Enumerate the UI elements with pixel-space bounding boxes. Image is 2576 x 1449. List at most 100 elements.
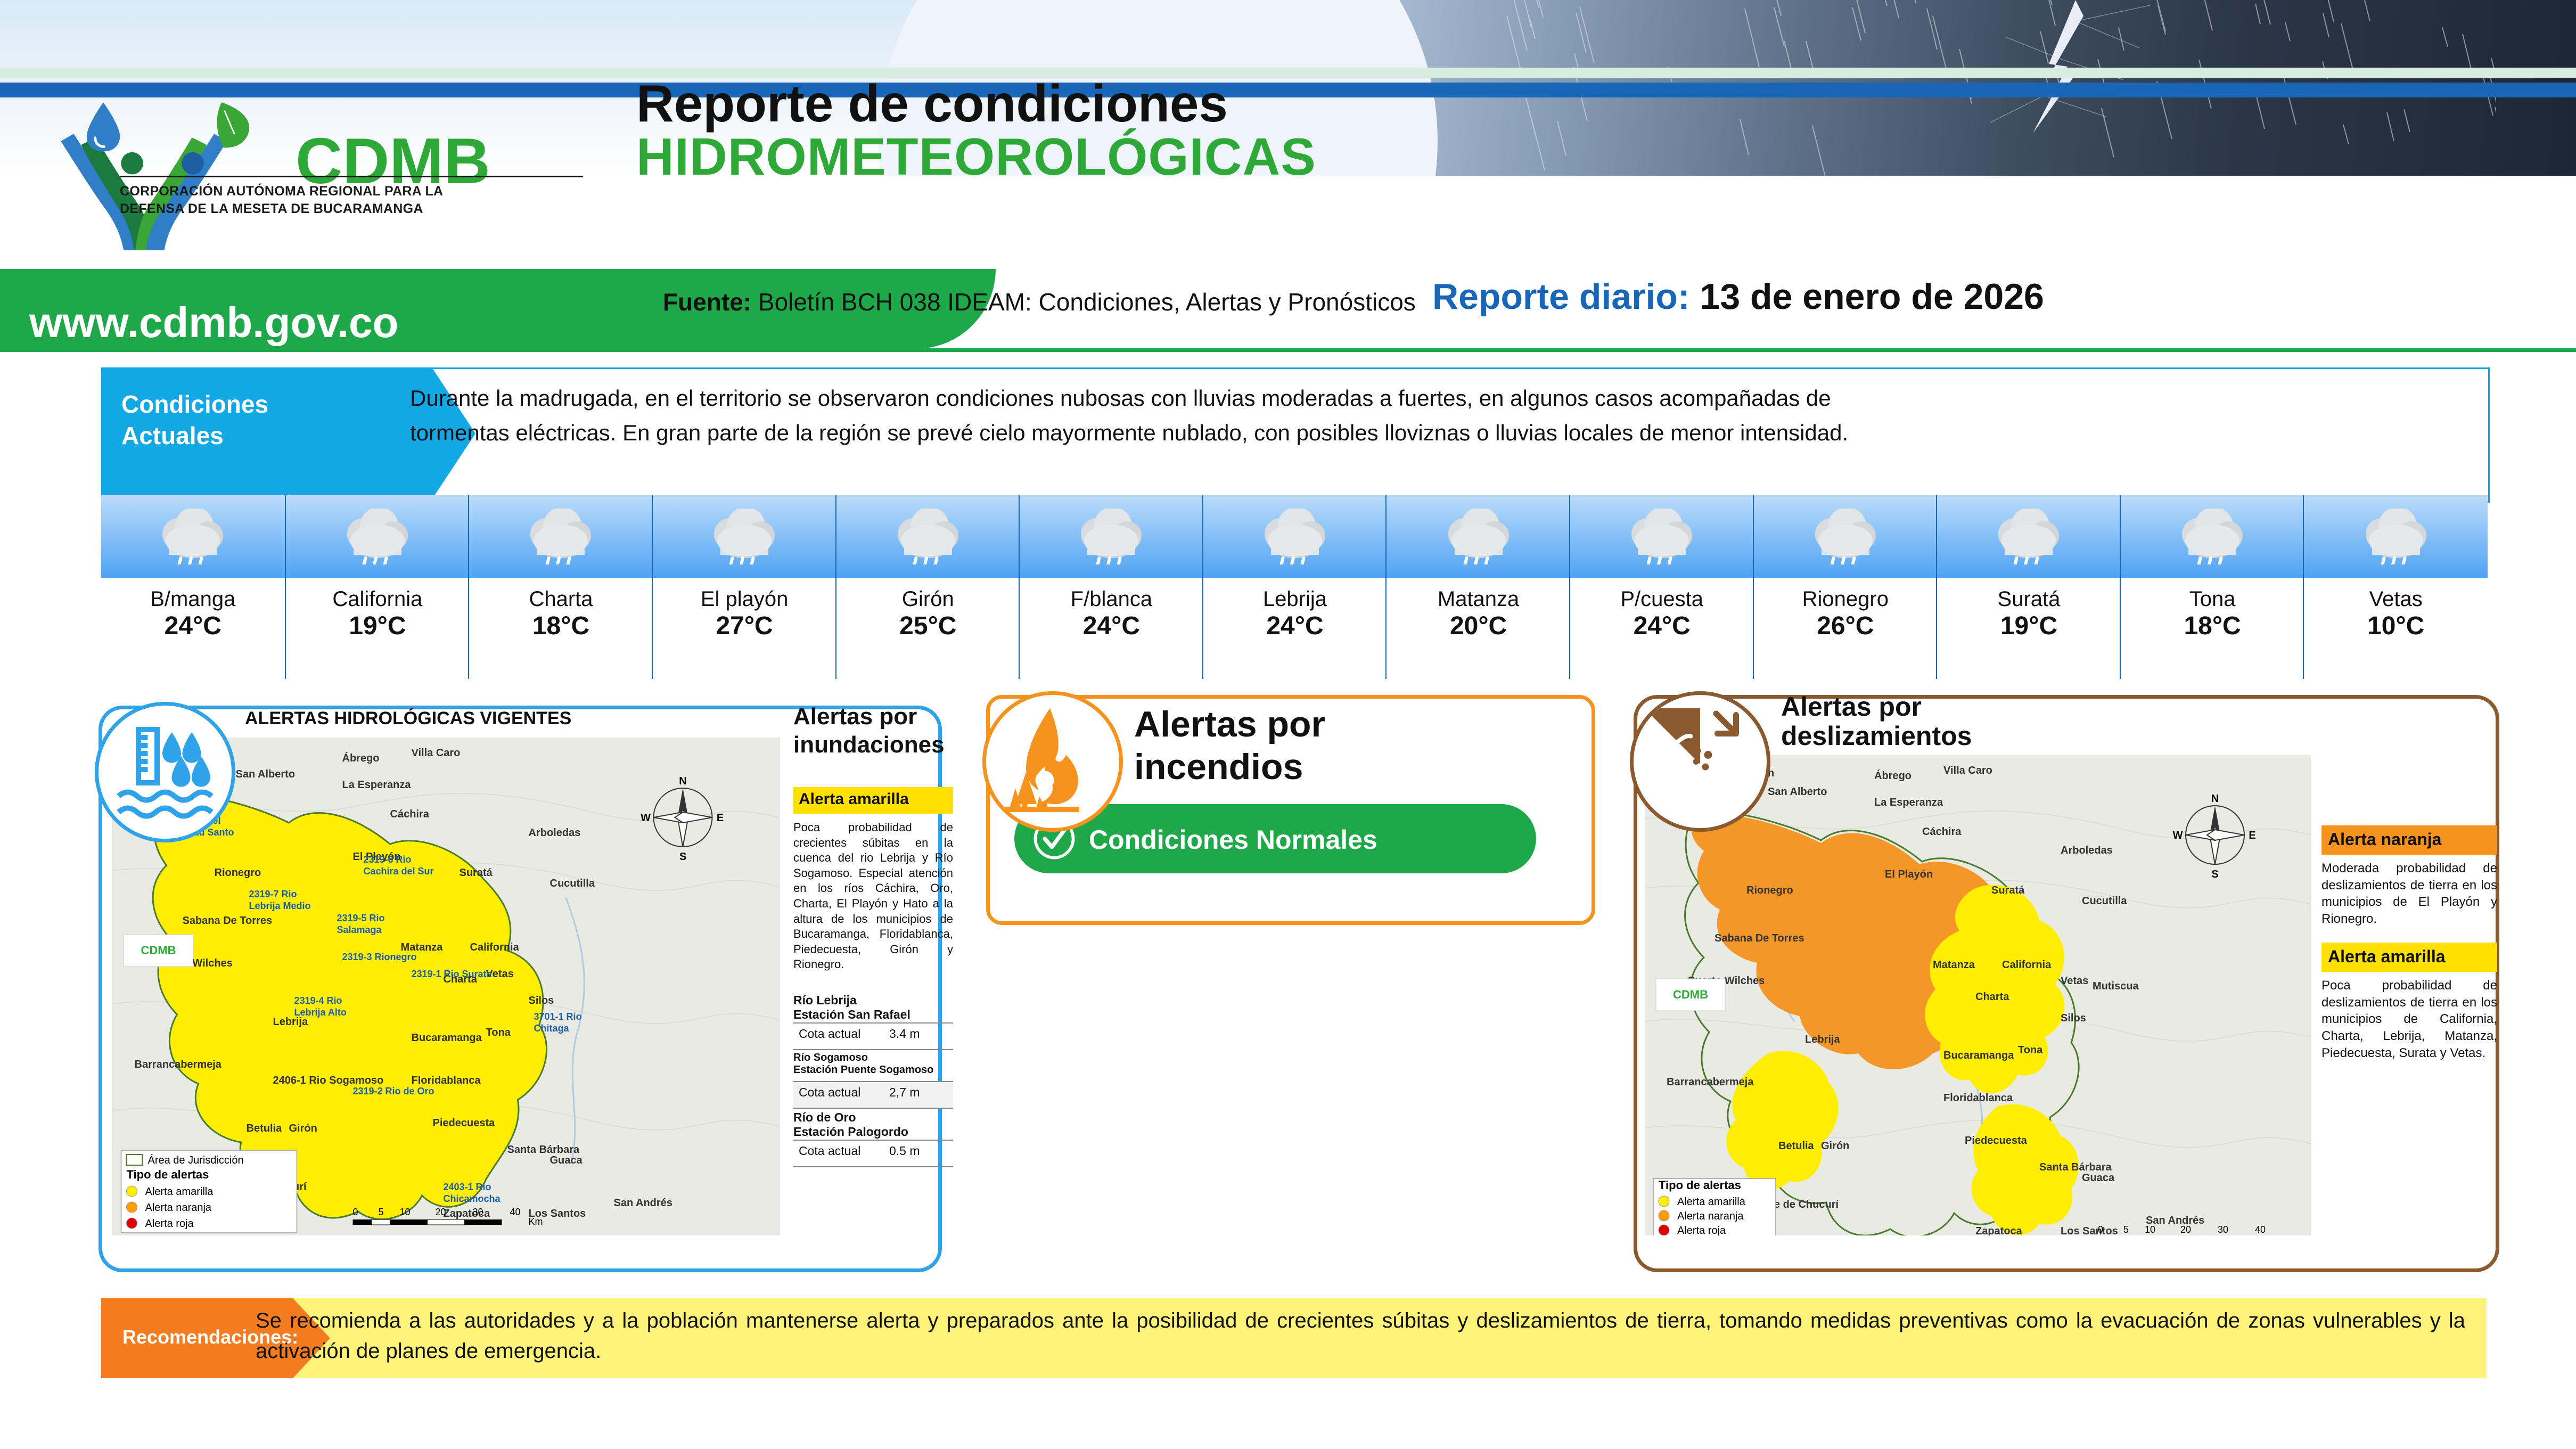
- svg-text:Chitaga: Chitaga: [534, 1023, 570, 1034]
- svg-text:Vetas: Vetas: [2061, 975, 2088, 987]
- svg-text:Tipo de alertas: Tipo de alertas: [1659, 1178, 1741, 1192]
- svg-text:San Alberto: San Alberto: [236, 768, 296, 780]
- svg-text:30: 30: [473, 1207, 483, 1217]
- svg-text:Charta: Charta: [1975, 991, 2009, 1003]
- svg-text:Lebrija Alto: Lebrija Alto: [294, 1007, 347, 1018]
- svg-text:CDMB: CDMB: [1673, 988, 1708, 1001]
- svg-text:W: W: [641, 812, 651, 824]
- svg-text:N: N: [2211, 793, 2219, 805]
- svg-text:Lebrija: Lebrija: [1805, 1034, 1840, 1045]
- svg-text:W: W: [2173, 830, 2183, 841]
- svg-text:2319-6 Rio: 2319-6 Rio: [364, 854, 412, 865]
- svg-text:CDMB: CDMB: [141, 944, 176, 957]
- svg-text:Arboledas: Arboledas: [2061, 845, 2113, 856]
- svg-text:Piedecuesta: Piedecuesta: [433, 1117, 496, 1129]
- svg-text:La Esperanza: La Esperanza: [342, 779, 412, 791]
- svg-text:40: 40: [2255, 1224, 2266, 1235]
- svg-text:Lebrija: Lebrija: [273, 1016, 308, 1028]
- svg-text:2319-1 Rio Surata: 2319-1 Rio Surata: [412, 969, 493, 979]
- svg-text:2403-1 Rio: 2403-1 Rio: [444, 1182, 491, 1192]
- svg-text:Bucaramanga: Bucaramanga: [1943, 1050, 2014, 1061]
- svg-text:Guaca: Guaca: [550, 1155, 583, 1166]
- svg-text:Sabana De Torres: Sabana De Torres: [1714, 932, 1804, 944]
- svg-text:0: 0: [353, 1207, 358, 1217]
- svg-text:Tona: Tona: [486, 1027, 511, 1038]
- svg-text:10: 10: [2145, 1224, 2155, 1235]
- svg-text:2319-4 Rio: 2319-4 Rio: [294, 995, 342, 1006]
- svg-text:2319-2 Rio de Oro: 2319-2 Rio de Oro: [353, 1086, 434, 1096]
- svg-text:Cucutilla: Cucutilla: [550, 878, 595, 889]
- svg-text:Chicamocha: Chicamocha: [444, 1193, 501, 1204]
- svg-text:Silos: Silos: [2061, 1012, 2086, 1024]
- svg-text:Rionegro: Rionegro: [215, 867, 261, 879]
- svg-text:2319-3 Rionegro: 2319-3 Rionegro: [342, 952, 417, 962]
- svg-text:Km: Km: [2274, 1234, 2288, 1235]
- svg-text:San Andrés: San Andrés: [614, 1197, 672, 1209]
- svg-text:Zapatoca: Zapatoca: [1975, 1225, 2023, 1235]
- svg-text:Floridablanca: Floridablanca: [412, 1075, 481, 1086]
- svg-text:Rionegro: Rionegro: [1746, 885, 1793, 896]
- svg-text:Cucutilla: Cucutilla: [2082, 895, 2127, 907]
- svg-text:Girón: Girón: [289, 1123, 317, 1134]
- svg-text:Villa Caro: Villa Caro: [1943, 765, 1992, 776]
- svg-text:20: 20: [436, 1207, 446, 1217]
- svg-text:Cáchira: Cáchira: [390, 808, 430, 820]
- svg-text:San Alberto: San Alberto: [1768, 786, 1827, 798]
- svg-text:Barrancabermeja: Barrancabermeja: [1667, 1076, 1754, 1088]
- svg-text:Suratá: Suratá: [1991, 885, 2025, 896]
- svg-text:10: 10: [400, 1207, 411, 1217]
- svg-text:S: S: [2211, 869, 2218, 880]
- svg-text:Guaca: Guaca: [2082, 1172, 2115, 1184]
- svg-text:30: 30: [2218, 1224, 2228, 1235]
- svg-text:0: 0: [2098, 1224, 2103, 1235]
- svg-text:Ábrego: Ábrego: [342, 752, 380, 764]
- svg-text:2319-7 Rio: 2319-7 Rio: [249, 889, 297, 899]
- svg-text:Girón: Girón: [1821, 1140, 1849, 1152]
- svg-text:Mutiscua: Mutiscua: [2093, 980, 2139, 992]
- svg-text:Tona: Tona: [2018, 1044, 2043, 1056]
- svg-text:Alerta amarilla: Alerta amarilla: [145, 1186, 214, 1198]
- svg-text:Cachira del Sur: Cachira del Sur: [364, 866, 434, 877]
- svg-text:40: 40: [510, 1207, 521, 1217]
- svg-text:20: 20: [2180, 1224, 2191, 1235]
- svg-text:Zapatoca: Zapatoca: [444, 1208, 491, 1219]
- svg-text:El Playón: El Playón: [1885, 869, 1933, 880]
- svg-text:S: S: [679, 851, 686, 863]
- svg-text:California: California: [470, 942, 520, 953]
- svg-text:Lebrija Medio: Lebrija Medio: [249, 900, 311, 911]
- svg-text:Matanza: Matanza: [1933, 959, 1975, 971]
- svg-text:Salamaga: Salamaga: [337, 924, 382, 935]
- svg-text:5: 5: [379, 1207, 384, 1217]
- svg-text:Barrancabermeja: Barrancabermeja: [135, 1059, 222, 1070]
- svg-text:Alerta amarilla: Alerta amarilla: [1677, 1196, 1746, 1208]
- svg-text:5: 5: [2123, 1224, 2129, 1235]
- svg-text:2319-5 Rio: 2319-5 Rio: [337, 913, 385, 923]
- svg-text:N: N: [679, 775, 686, 787]
- svg-text:E: E: [2249, 830, 2255, 841]
- svg-text:La Esperanza: La Esperanza: [1874, 797, 1943, 808]
- svg-text:Villa Caro: Villa Caro: [412, 747, 461, 759]
- svg-text:Alerta roja: Alerta roja: [145, 1218, 194, 1230]
- svg-text:Tipo de alertas: Tipo de alertas: [127, 1168, 209, 1181]
- svg-text:Arboledas: Arboledas: [529, 827, 581, 839]
- svg-text:Alerta naranja: Alerta naranja: [145, 1202, 212, 1214]
- svg-text:Betulia: Betulia: [247, 1123, 283, 1134]
- svg-text:Alerta roja: Alerta roja: [1677, 1225, 1726, 1235]
- svg-text:Suratá: Suratá: [460, 867, 493, 879]
- svg-text:California: California: [2002, 959, 2052, 971]
- svg-text:Santa Bárbara: Santa Bárbara: [507, 1144, 580, 1156]
- svg-text:2406-1 Rio Sogamoso: 2406-1 Rio Sogamoso: [273, 1075, 384, 1086]
- svg-text:Floridablanca: Floridablanca: [1943, 1092, 2013, 1104]
- svg-text:Cáchira: Cáchira: [1922, 826, 1962, 838]
- svg-text:Piedecuesta: Piedecuesta: [1965, 1135, 2028, 1147]
- svg-text:Alerta naranja: Alerta naranja: [1677, 1210, 1744, 1222]
- svg-text:Los Santos: Los Santos: [2061, 1225, 2118, 1235]
- svg-text:Betulia: Betulia: [1778, 1140, 1815, 1152]
- svg-text:Silos: Silos: [529, 995, 554, 1006]
- svg-text:Bucaramanga: Bucaramanga: [412, 1032, 482, 1044]
- svg-text:Sabana De Torres: Sabana De Torres: [183, 915, 273, 927]
- svg-text:Área de Jurisdicción: Área de Jurisdicción: [148, 1154, 244, 1166]
- svg-text:Km: Km: [529, 1216, 543, 1227]
- svg-text:Ábrego: Ábrego: [1874, 769, 1912, 782]
- svg-text:3701-1 Rio: 3701-1 Rio: [534, 1011, 582, 1022]
